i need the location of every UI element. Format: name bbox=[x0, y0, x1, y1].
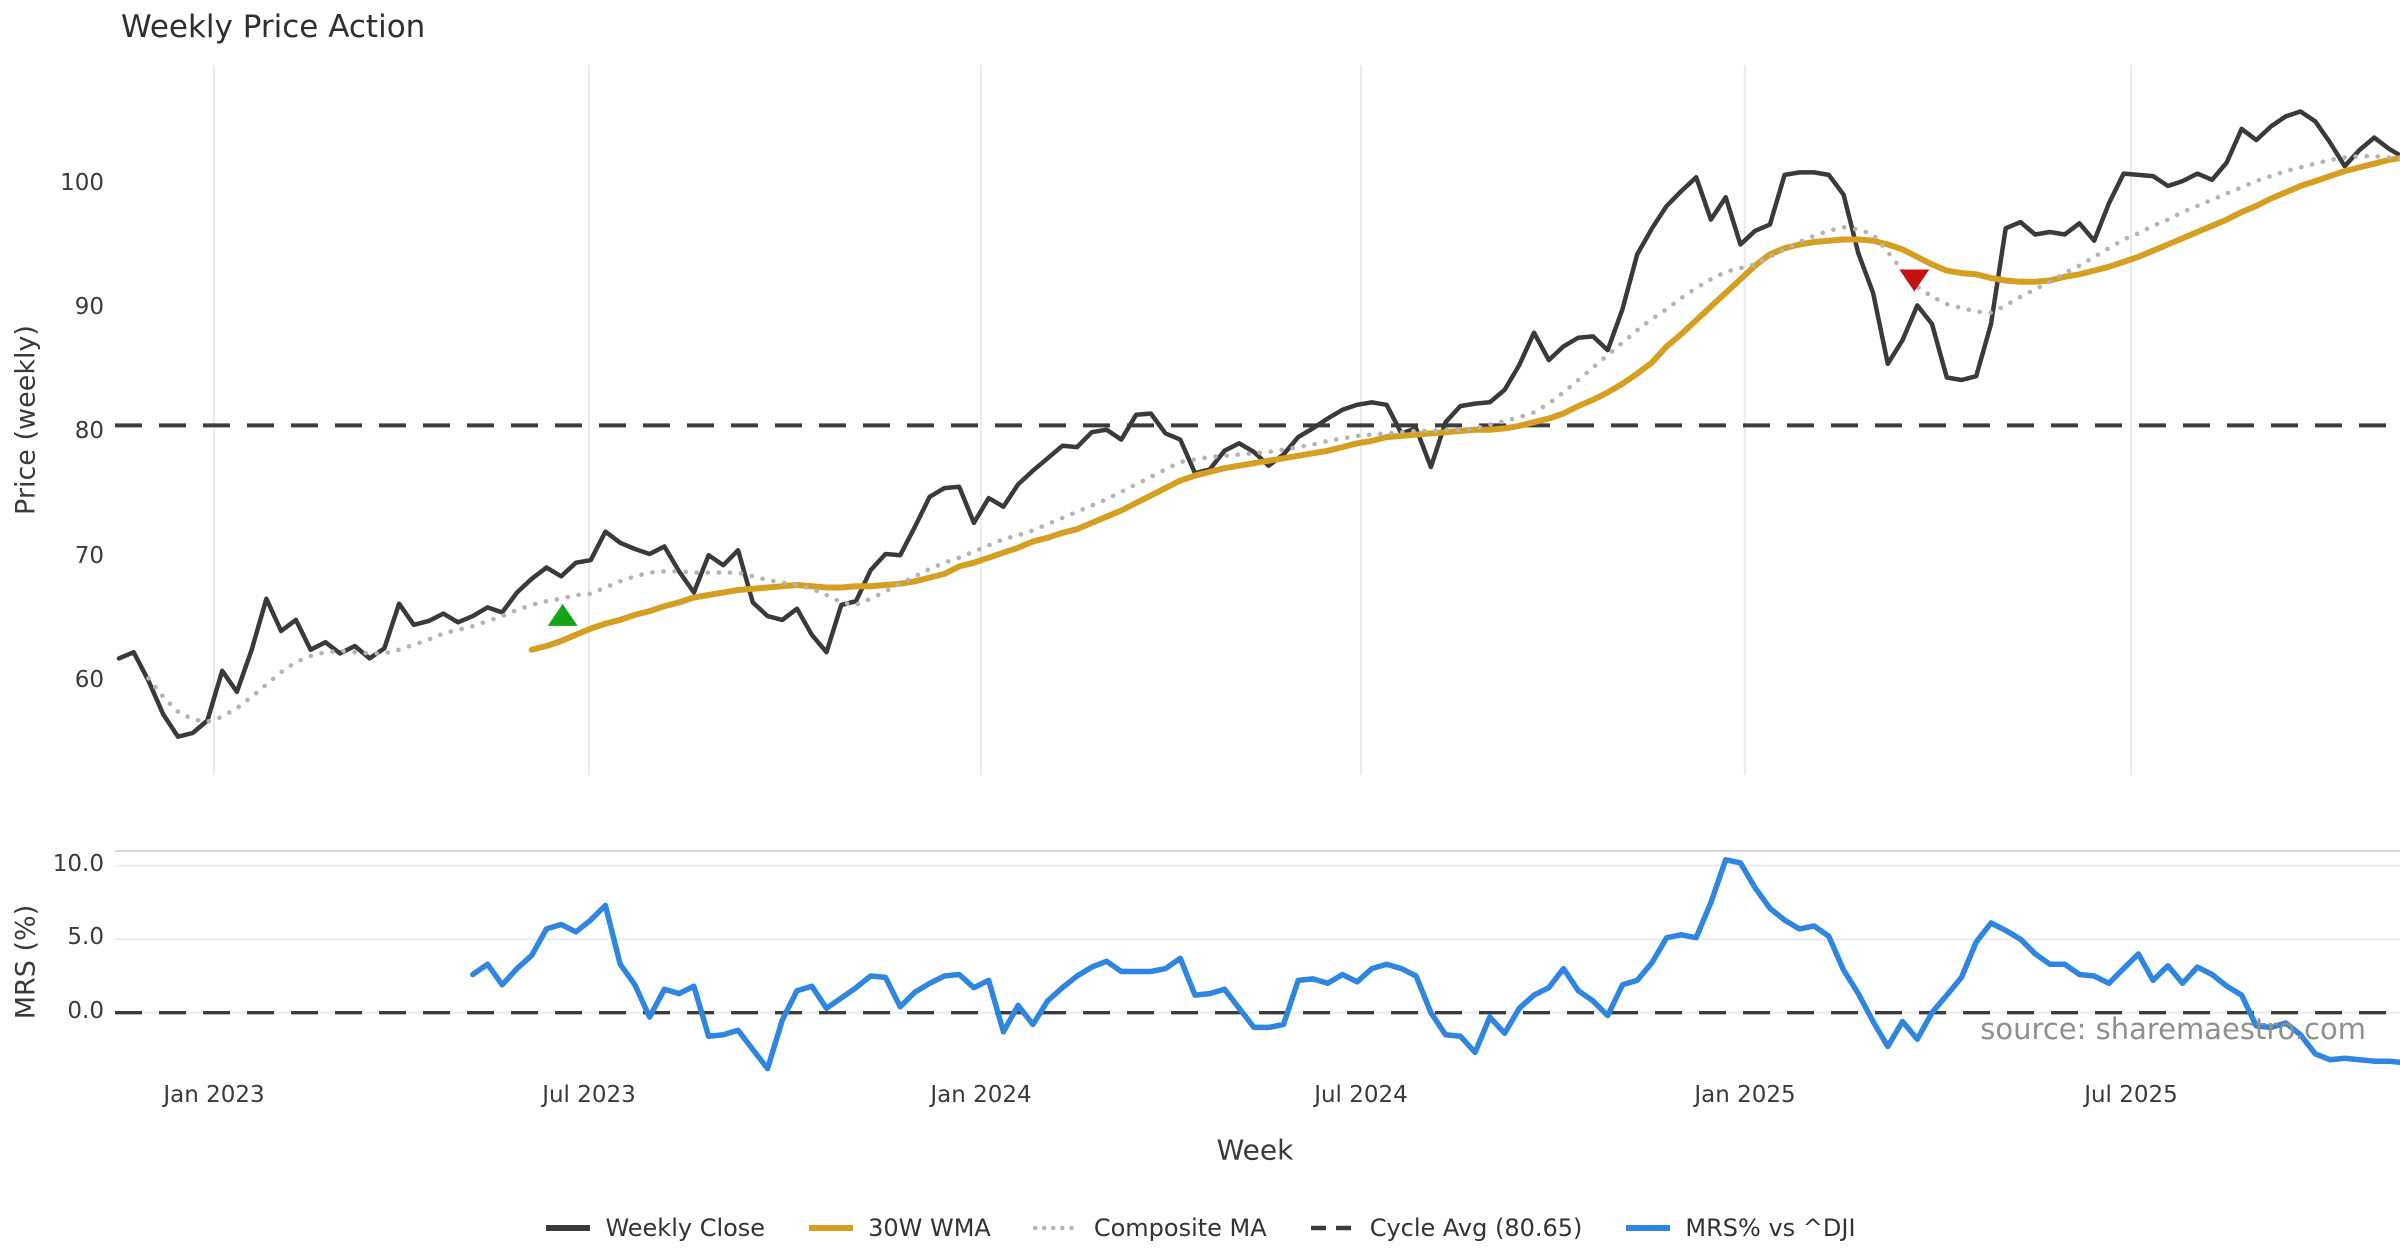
mrs-tick-label: 5.0 bbox=[67, 924, 104, 950]
weekly-close-line bbox=[116, 109, 2400, 739]
sell-signal-marker-icon bbox=[1899, 269, 1930, 292]
price-tick-label: 80 bbox=[74, 418, 104, 444]
legend-label: Composite MA bbox=[1093, 1214, 1267, 1242]
legend-item-cycle-avg-80-65-: Cycle Avg (80.65) bbox=[1309, 1214, 1583, 1242]
source-note: source: sharemaestro.com bbox=[1980, 1012, 2366, 1046]
top-panel-gridlines bbox=[212, 65, 2133, 775]
legend-line-swatch bbox=[546, 1225, 591, 1231]
x-tick-label: Jan 2024 bbox=[930, 1082, 1032, 1108]
legend-item-mrs-vs-dji: MRS% vs ^DJI bbox=[1624, 1214, 1856, 1242]
price-tick-label: 100 bbox=[60, 170, 104, 196]
mrs-vs-dji-line bbox=[470, 857, 2400, 1072]
legend-label: Weekly Close bbox=[605, 1214, 766, 1242]
x-tick-label: Jul 2024 bbox=[1314, 1082, 1408, 1108]
price-tick-label: 60 bbox=[74, 667, 104, 693]
composite-ma-line bbox=[146, 153, 2400, 725]
legend-item-30w-wma: 30W WMA bbox=[807, 1214, 991, 1242]
legend-item-weekly-close: Weekly Close bbox=[544, 1214, 765, 1242]
x-axis-title: Week bbox=[1216, 1133, 1294, 1167]
x-tick-label: Jul 2025 bbox=[2084, 1082, 2178, 1108]
price-tick-label: 70 bbox=[74, 543, 104, 569]
mrs-tick-label: 0.0 bbox=[67, 998, 104, 1024]
bottom-panel-gridlines bbox=[115, 850, 2400, 1014]
mrs-series-line bbox=[470, 857, 2400, 1072]
legend-label: 30W WMA bbox=[868, 1214, 991, 1242]
reference-lines bbox=[115, 423, 2400, 1015]
legend-label: Cycle Avg (80.65) bbox=[1369, 1214, 1583, 1242]
legend-line-swatch bbox=[809, 1225, 854, 1231]
signal-markers bbox=[547, 269, 1930, 626]
legend-line-swatch bbox=[1032, 1225, 1081, 1231]
price-tick-label: 90 bbox=[74, 294, 104, 320]
page-title: Weekly Price Action bbox=[121, 9, 426, 45]
legend: Weekly Close 30W WMA Composite MA Cycle Avg… bbox=[0, 1204, 2400, 1252]
legend-line-swatch bbox=[1310, 1225, 1355, 1231]
x-tick-label: Jan 2025 bbox=[1694, 1082, 1796, 1108]
x-tick-label: Jul 2023 bbox=[542, 1082, 636, 1108]
mrs-tick-label: 10.0 bbox=[52, 851, 104, 877]
legend-line-swatch bbox=[1626, 1225, 1671, 1231]
legend-label: MRS% vs ^DJI bbox=[1685, 1214, 1856, 1242]
buy-signal-marker-icon bbox=[547, 603, 578, 626]
x-tick-label: Jan 2023 bbox=[163, 1082, 265, 1108]
price-series-lines bbox=[116, 109, 2400, 739]
legend-item-composite-ma: Composite MA bbox=[1032, 1214, 1267, 1242]
